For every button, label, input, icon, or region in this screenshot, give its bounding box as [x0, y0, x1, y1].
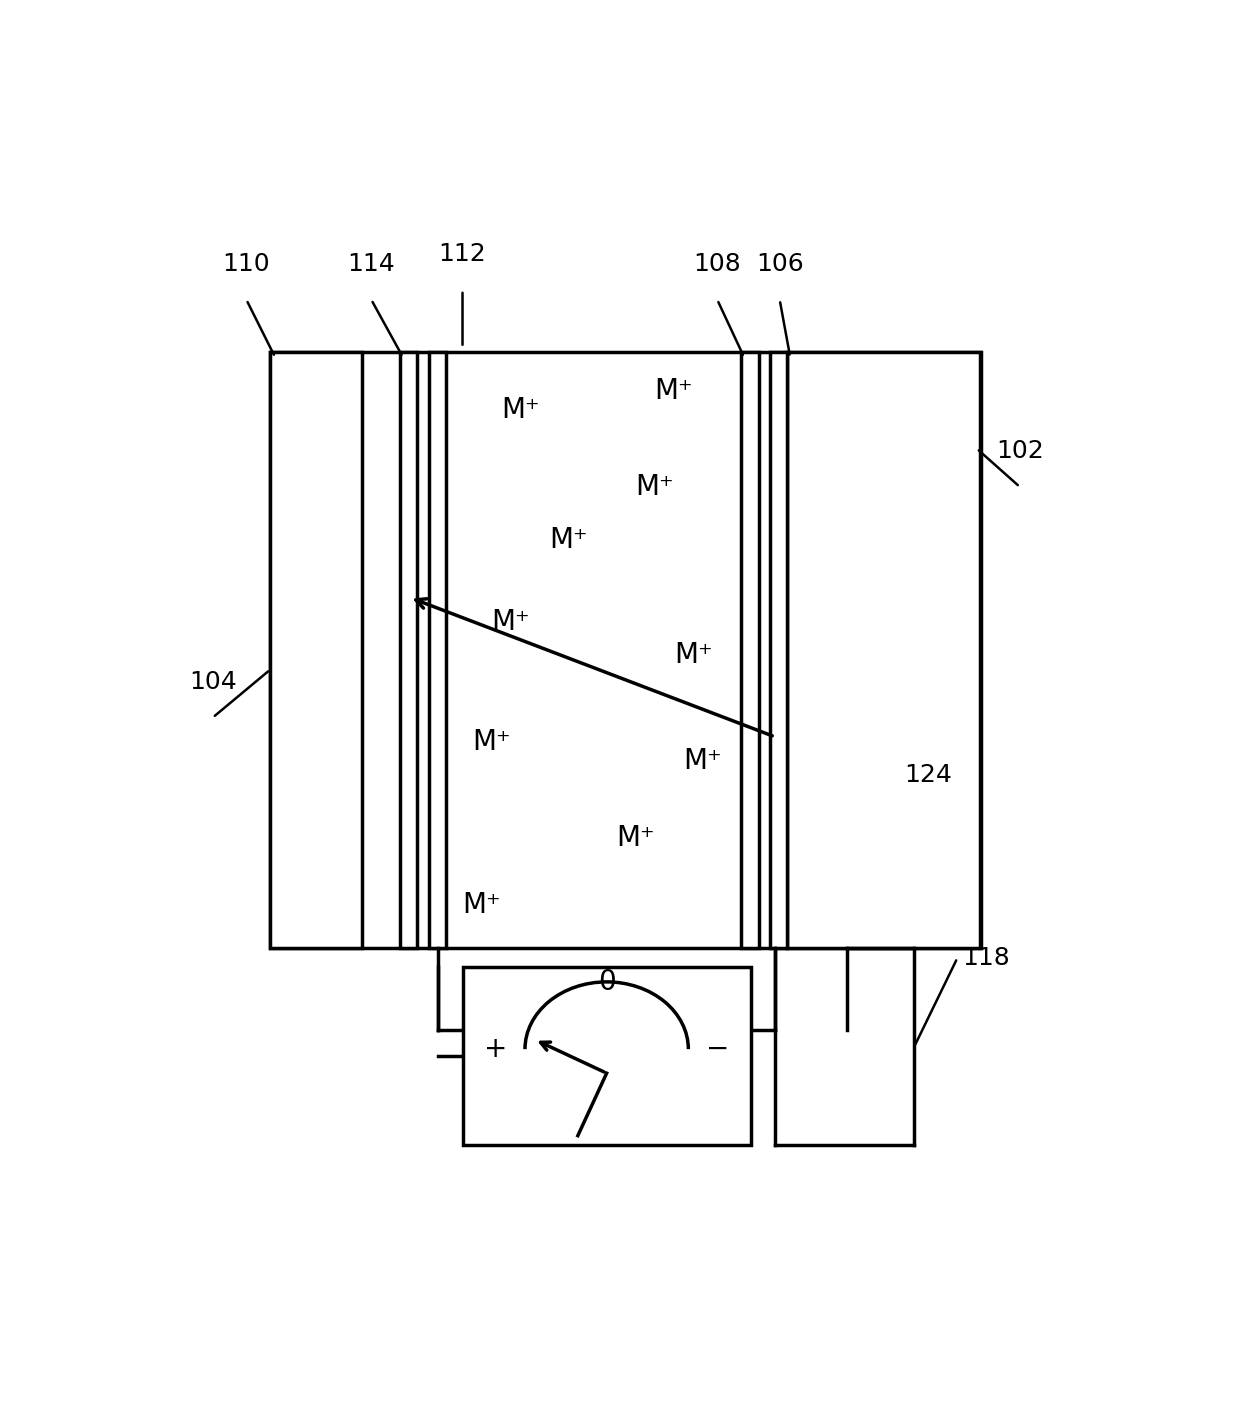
Text: M⁺: M⁺ [683, 747, 722, 774]
Text: 114: 114 [347, 252, 396, 276]
Text: M⁺: M⁺ [655, 377, 693, 405]
Text: 108: 108 [693, 252, 742, 276]
Bar [463, 968, 750, 1145]
Bar [270, 352, 982, 948]
Bar [401, 352, 418, 948]
Bar [787, 352, 980, 948]
Text: −: − [706, 1034, 729, 1063]
Bar [429, 352, 446, 948]
Text: 124: 124 [905, 763, 952, 787]
Text: M⁺: M⁺ [491, 608, 529, 635]
Text: 112: 112 [439, 242, 486, 266]
Bar [270, 352, 362, 948]
Text: M⁺: M⁺ [549, 526, 588, 554]
Text: +: + [485, 1034, 508, 1063]
Text: M⁺: M⁺ [463, 891, 501, 919]
Text: 106: 106 [755, 252, 804, 276]
Text: M⁺: M⁺ [673, 641, 713, 669]
Text: 110: 110 [222, 252, 270, 276]
Bar [770, 352, 787, 948]
Text: 0: 0 [598, 968, 615, 996]
Bar [742, 352, 759, 948]
Text: 118: 118 [962, 946, 1011, 971]
Text: M⁺: M⁺ [472, 728, 511, 756]
Text: M⁺: M⁺ [501, 396, 539, 423]
Text: M⁺: M⁺ [635, 473, 675, 502]
Text: M⁺: M⁺ [616, 824, 655, 851]
Text: 102: 102 [996, 439, 1044, 463]
Text: 104: 104 [188, 669, 237, 693]
